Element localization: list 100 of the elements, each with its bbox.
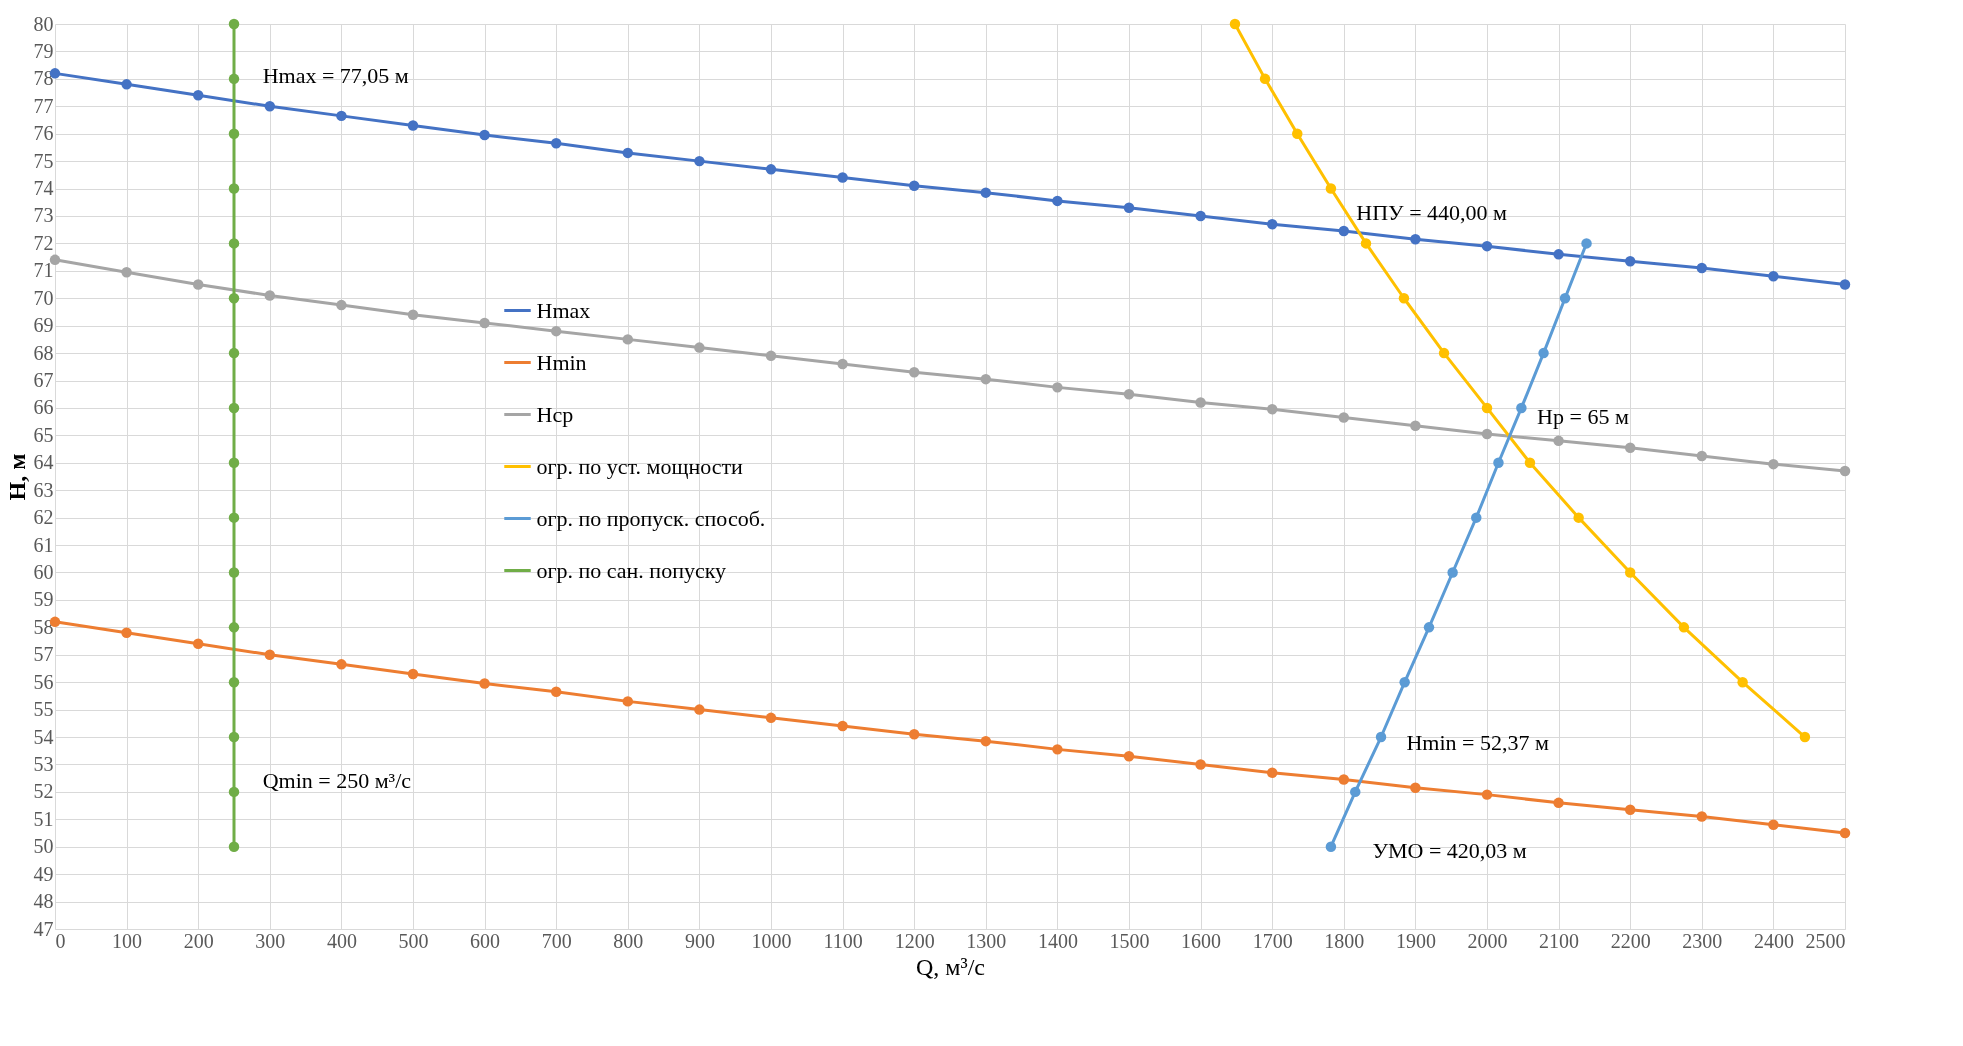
x-tick-label: 1500 (1109, 929, 1150, 952)
point (1123, 388, 1135, 400)
point (1678, 622, 1690, 633)
point (622, 147, 634, 159)
y-tick-label: 48 (33, 890, 54, 913)
point (550, 325, 562, 337)
point (121, 266, 132, 278)
point (765, 712, 777, 724)
y-tick-label: 60 (33, 560, 54, 583)
point (1559, 293, 1571, 304)
point (1538, 347, 1549, 359)
point (622, 696, 634, 707)
annotation: Hp = 65 м (1537, 403, 1629, 429)
point (1839, 465, 1851, 477)
y-tick-label: 64 (33, 451, 54, 474)
point (1338, 774, 1350, 785)
point (1573, 512, 1584, 523)
legend-label: огр. по уст. мощности (536, 453, 744, 479)
x-tick-label: 1200 (894, 929, 935, 952)
point (908, 367, 920, 378)
x-tick-label: 800 (613, 929, 644, 952)
point (228, 293, 240, 304)
point (1624, 804, 1636, 815)
point (264, 290, 276, 301)
point (1410, 782, 1421, 793)
point (121, 627, 132, 639)
point (407, 668, 419, 680)
point (228, 512, 240, 523)
point (1481, 428, 1493, 440)
point (228, 786, 240, 798)
point (1195, 759, 1206, 770)
point (1696, 450, 1708, 462)
x-tick-label: 100 (112, 929, 143, 952)
point (694, 342, 705, 353)
point (1581, 238, 1592, 249)
point (479, 129, 490, 141)
y-tick-label: 69 (33, 314, 54, 337)
point (121, 79, 132, 90)
x-tick-label: 600 (470, 929, 501, 952)
point (228, 402, 240, 414)
y-tick-label: 71 (33, 259, 54, 282)
point (694, 704, 705, 715)
point (228, 128, 240, 139)
y-tick-label: 75 (33, 149, 54, 172)
x-tick-label: 2300 (1682, 929, 1723, 952)
y-tick-label: 55 (33, 698, 54, 721)
annotation: Hmin = 52,37 м (1406, 729, 1549, 755)
point (264, 101, 276, 112)
point (1375, 731, 1387, 743)
point (1696, 811, 1708, 822)
point (550, 138, 562, 149)
y-tick-label: 54 (33, 725, 54, 748)
point (407, 309, 419, 320)
y-tick-label: 72 (33, 231, 54, 254)
point (1360, 238, 1372, 249)
x-tick-label: 1100 (823, 929, 863, 952)
x-tick-label: 0 (55, 929, 66, 952)
x-tick-label: 400 (326, 929, 357, 952)
point (550, 686, 562, 698)
point (336, 299, 347, 311)
y-tick-label: 51 (33, 807, 54, 830)
x-tick-label: 900 (684, 929, 715, 952)
y-tick-label: 67 (33, 369, 54, 392)
point (1195, 397, 1206, 408)
point (1052, 382, 1063, 393)
point (1123, 750, 1135, 762)
point (1447, 567, 1458, 578)
x-tick-label: 1700 (1252, 929, 1293, 952)
point (479, 678, 490, 689)
point (837, 720, 848, 732)
point (1553, 797, 1564, 809)
point (1338, 412, 1350, 423)
point (479, 317, 490, 329)
y-tick-label: 61 (33, 533, 54, 556)
point (1839, 279, 1851, 290)
x-tick-label: 300 (255, 929, 286, 952)
point (1410, 420, 1421, 431)
x-tick-label: 1000 (751, 929, 792, 952)
x-tick-label: 1400 (1037, 929, 1078, 952)
point (1553, 249, 1564, 260)
point (228, 183, 240, 194)
point (837, 358, 848, 370)
point (1229, 18, 1241, 30)
legend-label: Hср (536, 401, 574, 427)
point (1839, 827, 1851, 839)
point (1471, 512, 1482, 523)
point (1768, 271, 1779, 282)
point (622, 334, 634, 345)
x-tick-label: 500 (398, 929, 429, 952)
y-tick-label: 70 (33, 286, 54, 309)
legend-label: огр. по пропуск. способ. (536, 505, 766, 531)
point (1398, 293, 1410, 304)
legend-label: огр. по сан. попуску (536, 557, 727, 583)
y-tick-label: 74 (33, 177, 54, 200)
y-tick-label: 73 (33, 204, 54, 227)
point (1624, 567, 1636, 578)
legend-label: Hmax (536, 297, 591, 323)
y-tick-label: 77 (33, 94, 54, 117)
point (1052, 195, 1063, 207)
point (1266, 218, 1278, 230)
